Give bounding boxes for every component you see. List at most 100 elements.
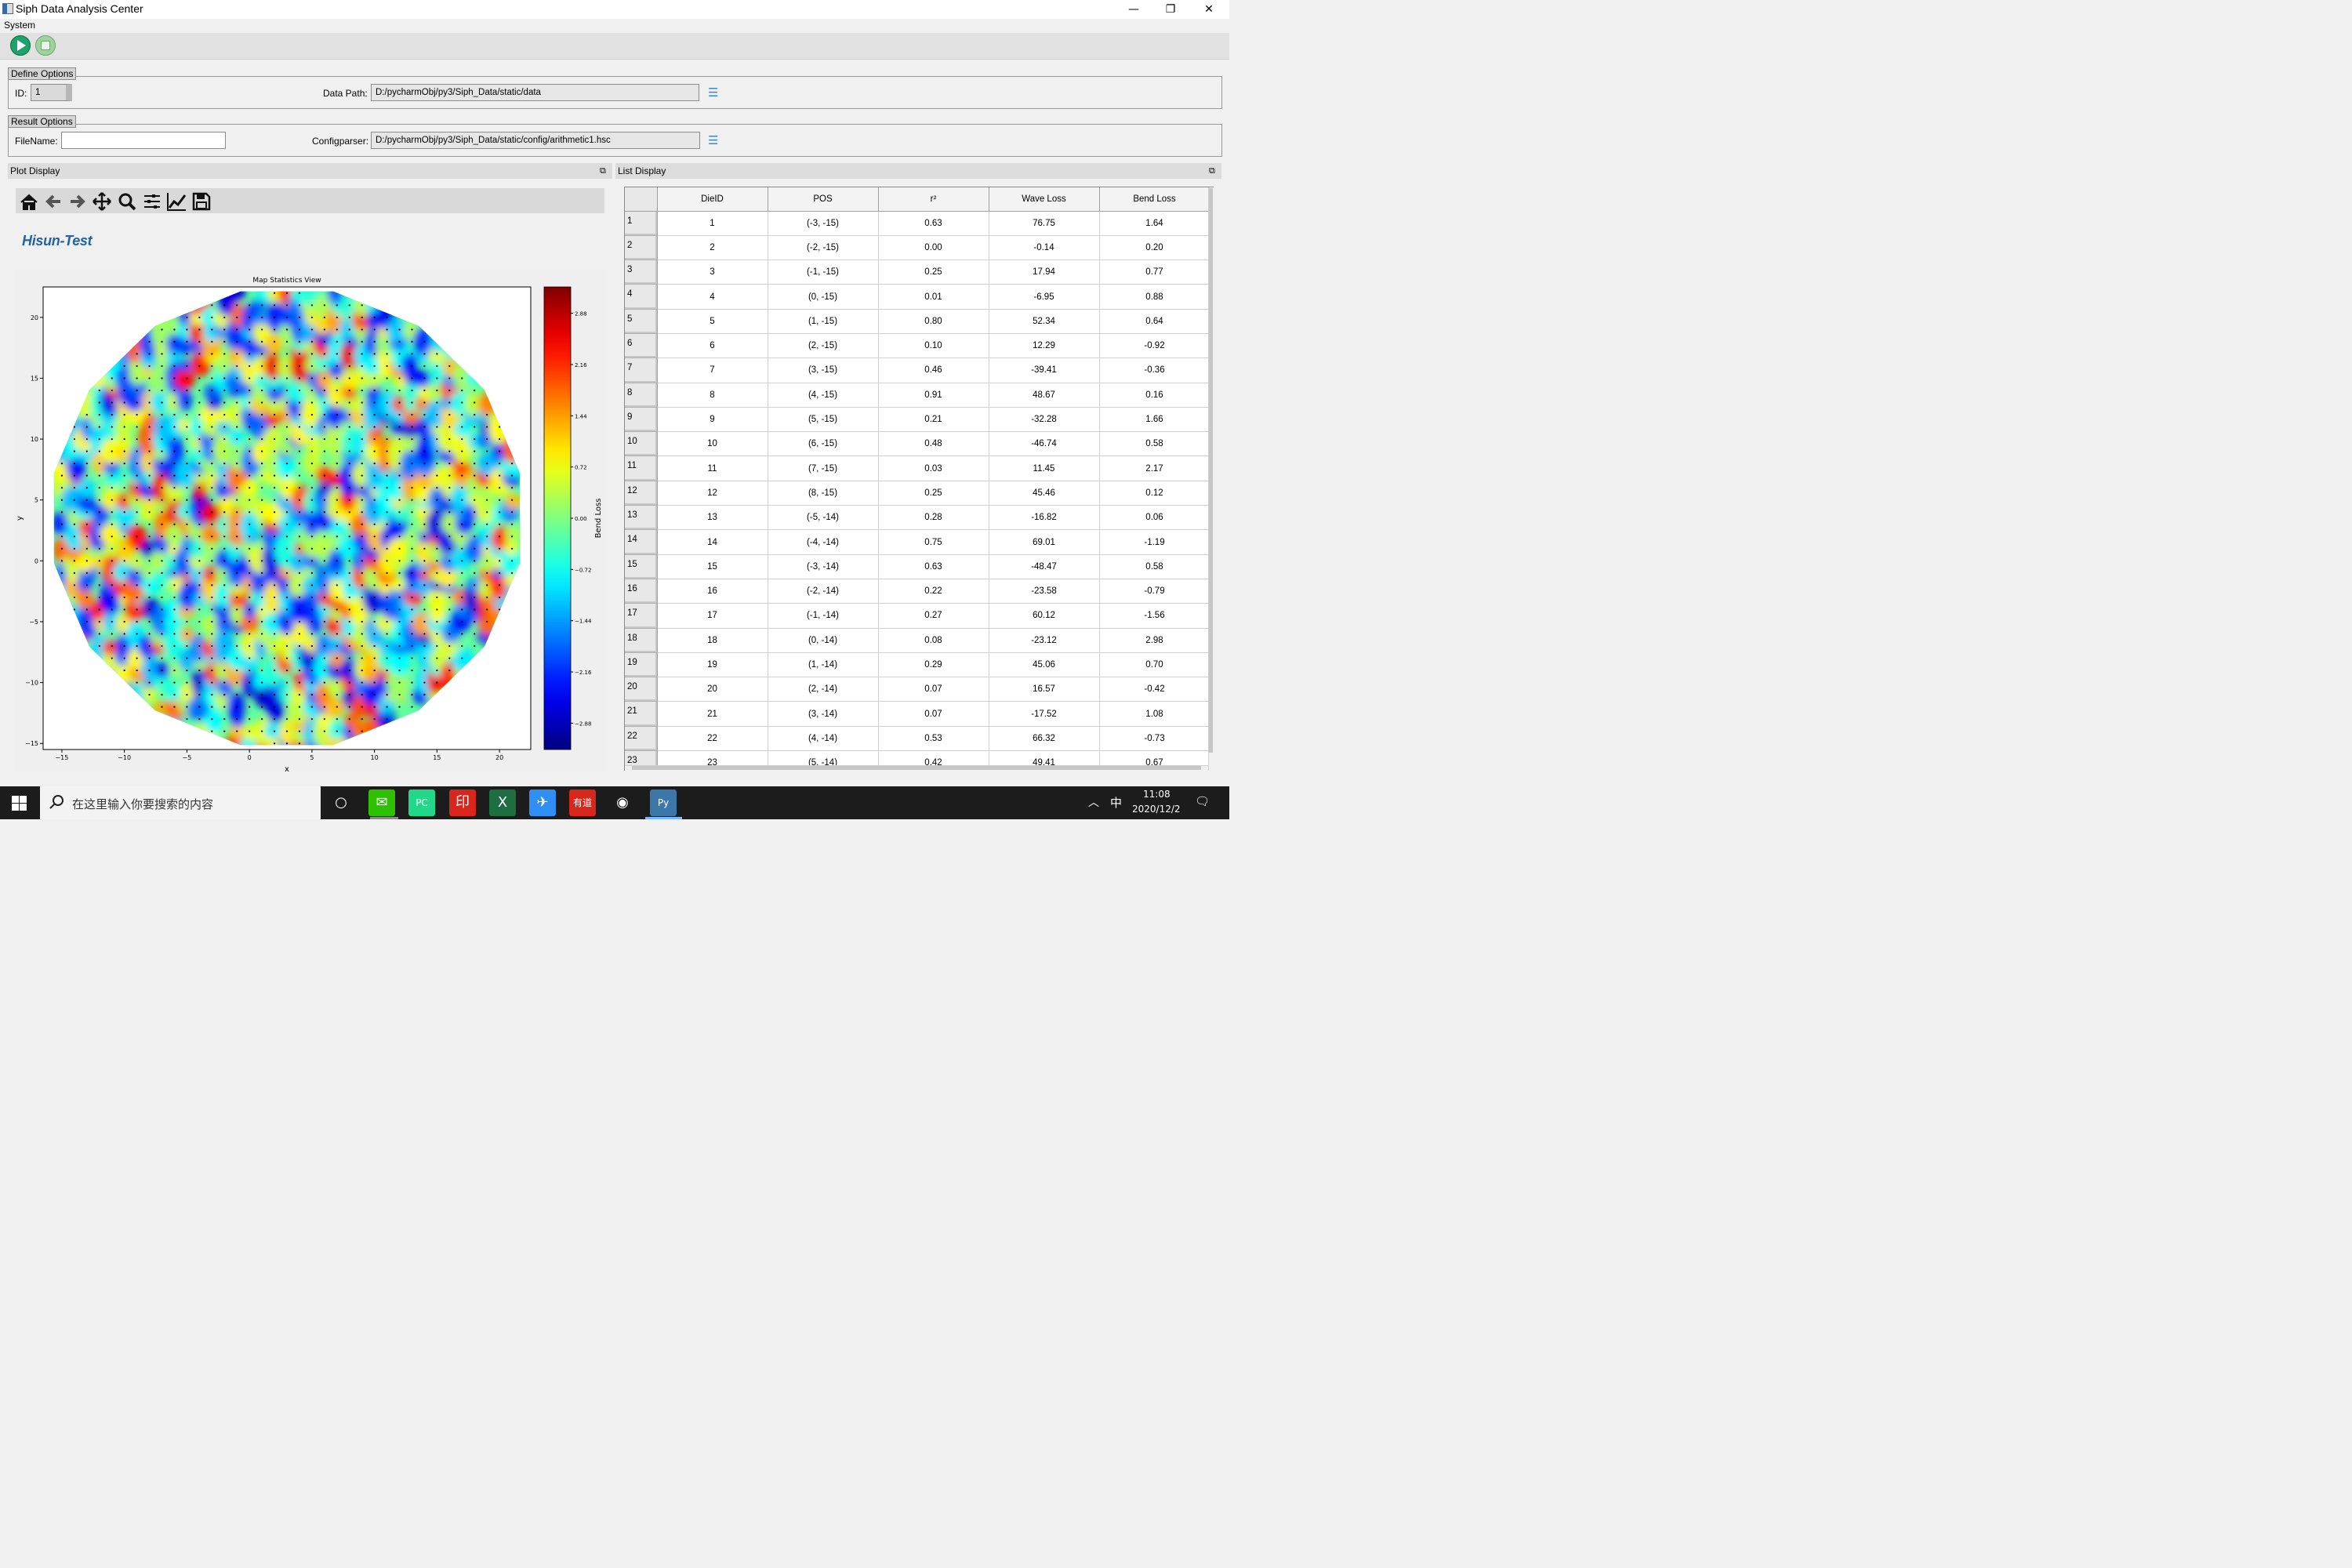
table-cell[interactable]: -0.79 (1099, 579, 1210, 604)
table-cell[interactable]: -16.82 (989, 505, 1100, 531)
table-cell[interactable]: (8, -15) (768, 481, 879, 506)
table-cell[interactable]: 0.77 (1099, 260, 1210, 285)
row-header[interactable]: 18 (625, 628, 658, 653)
table-cell[interactable]: 7 (657, 358, 768, 383)
table-cell[interactable]: 0.46 (878, 358, 989, 383)
table-cell[interactable]: -32.28 (989, 407, 1100, 433)
row-header[interactable]: 20 (625, 677, 658, 702)
table-cell[interactable]: 45.46 (989, 481, 1100, 506)
table-row[interactable]: 3 3 (-1, -15) 0.25 17.94 0.77 (625, 260, 1210, 285)
taskbar-app-cortana[interactable]: ○ (328, 789, 354, 816)
table-row[interactable]: 8 8 (4, -15) 0.91 48.67 0.16 (625, 383, 1210, 408)
table-cell[interactable]: (0, -15) (768, 284, 879, 310)
stop-button[interactable] (34, 34, 56, 56)
table-cell[interactable]: 16 (657, 579, 768, 604)
table-cell[interactable]: 0.28 (878, 505, 989, 531)
taskbar-app-chrome[interactable]: ◉ (609, 789, 636, 816)
row-header[interactable]: 21 (625, 701, 658, 727)
table-cell[interactable]: 0.64 (1099, 309, 1210, 334)
table-row[interactable]: 14 14 (-4, -14) 0.75 69.01 -1.19 (625, 529, 1210, 555)
table-cell[interactable]: -39.41 (989, 358, 1100, 383)
table-cell[interactable]: 0.25 (878, 481, 989, 506)
table-cell[interactable]: (5, -15) (768, 407, 879, 433)
table-cell[interactable]: 3 (657, 260, 768, 285)
forward-button[interactable] (67, 191, 89, 212)
table-row[interactable]: 1 1 (-3, -15) 0.63 76.75 1.64 (625, 211, 1210, 236)
row-header[interactable]: 9 (625, 407, 658, 433)
table-cell[interactable]: 52.34 (989, 309, 1100, 334)
table-cell[interactable]: (1, -14) (768, 652, 879, 678)
table-cell[interactable]: 0.70 (1099, 652, 1210, 678)
row-header[interactable]: 19 (625, 652, 658, 678)
table-cell[interactable]: -0.42 (1099, 677, 1210, 702)
row-header[interactable]: 2 (625, 235, 658, 261)
table-cell[interactable]: (2, -15) (768, 333, 879, 359)
table-cell[interactable]: 0.08 (878, 628, 989, 653)
table-cell[interactable]: 2.17 (1099, 456, 1210, 481)
table-cell[interactable]: (2, -14) (768, 677, 879, 702)
table-cell[interactable]: 0.25 (878, 260, 989, 285)
table-cell[interactable]: -23.12 (989, 628, 1100, 653)
table-cell[interactable]: 0.63 (878, 211, 989, 236)
table-cell[interactable]: 14 (657, 529, 768, 555)
taskbar-app-youdao[interactable]: 有道 (569, 789, 596, 816)
table-cell[interactable]: -48.47 (989, 554, 1100, 579)
table-cell[interactable]: (4, -15) (768, 383, 879, 408)
table-cell[interactable]: 0.07 (878, 677, 989, 702)
table-cell[interactable]: 1 (657, 211, 768, 236)
edit-axis-button[interactable] (165, 191, 187, 212)
table-row[interactable]: 6 6 (2, -15) 0.10 12.29 -0.92 (625, 333, 1210, 359)
table-cell[interactable]: -6.95 (989, 284, 1100, 310)
table-cell[interactable]: (4, -14) (768, 726, 879, 752)
start-menu-button[interactable] (12, 796, 27, 815)
tray-expand-icon[interactable]: ︿ (1088, 797, 1099, 809)
clock-time[interactable]: 11:08 (1143, 789, 1171, 800)
row-header[interactable]: 3 (625, 260, 658, 285)
table-cell[interactable]: -0.73 (1099, 726, 1210, 752)
table-cell[interactable]: 12.29 (989, 333, 1100, 359)
table-cell[interactable]: 13 (657, 505, 768, 531)
row-header[interactable]: 6 (625, 333, 658, 359)
table-cell[interactable]: 0.16 (1099, 383, 1210, 408)
restore-button[interactable]: ❐ (1165, 3, 1176, 16)
data-path-browse-icon[interactable]: ☰ (708, 85, 719, 100)
table-cell[interactable]: 76.75 (989, 211, 1100, 236)
table-cell[interactable]: (1, -15) (768, 309, 879, 334)
table-row[interactable]: 15 15 (-3, -14) 0.63 -48.47 0.58 (625, 554, 1210, 579)
filename-input[interactable] (61, 132, 226, 149)
table-cell[interactable]: 0.53 (878, 726, 989, 752)
row-header[interactable]: 14 (625, 529, 658, 555)
table-cell[interactable]: 8 (657, 383, 768, 408)
table-row[interactable]: 18 18 (0, -14) 0.08 -23.12 2.98 (625, 628, 1210, 653)
table-cell[interactable]: -23.58 (989, 579, 1100, 604)
table-cell[interactable]: 0.21 (878, 407, 989, 433)
table-cell[interactable]: 1.64 (1099, 211, 1210, 236)
start-button[interactable] (9, 34, 31, 56)
table-cell[interactable]: (-5, -14) (768, 505, 879, 531)
row-header[interactable]: 8 (625, 383, 658, 408)
taskbar-app-pycharm[interactable]: PC (408, 789, 435, 816)
subplots-button[interactable] (141, 191, 163, 212)
table-cell[interactable]: 21 (657, 701, 768, 727)
close-button[interactable]: ✕ (1204, 3, 1214, 16)
table-cell[interactable]: 0.27 (878, 603, 989, 629)
table-cell[interactable]: (3, -14) (768, 701, 879, 727)
table-cell[interactable]: 60.12 (989, 603, 1100, 629)
table-cell[interactable]: (-2, -14) (768, 579, 879, 604)
table-cell[interactable]: 11.45 (989, 456, 1100, 481)
table-cell[interactable]: (-2, -15) (768, 235, 879, 261)
table-cell[interactable]: 2 (657, 235, 768, 261)
table-cell[interactable]: 0.00 (878, 235, 989, 261)
data-path-field[interactable]: D:/pycharmObj/py3/Siph_Data/static/data (371, 84, 699, 101)
table-cell[interactable]: (-3, -14) (768, 554, 879, 579)
taskbar-app-python[interactable]: Py (650, 789, 677, 816)
menu-system[interactable]: System (4, 20, 36, 31)
table-cell[interactable]: -46.74 (989, 431, 1100, 457)
table-row[interactable]: 10 10 (6, -15) 0.48 -46.74 0.58 (625, 431, 1210, 457)
table-cell[interactable]: 20 (657, 677, 768, 702)
table-cell[interactable]: 0.20 (1099, 235, 1210, 261)
row-header[interactable]: 12 (625, 481, 658, 506)
table-row[interactable]: 17 17 (-1, -14) 0.27 60.12 -1.56 (625, 603, 1210, 629)
row-header[interactable]: 10 (625, 431, 658, 457)
table-cell[interactable]: 2.98 (1099, 628, 1210, 653)
